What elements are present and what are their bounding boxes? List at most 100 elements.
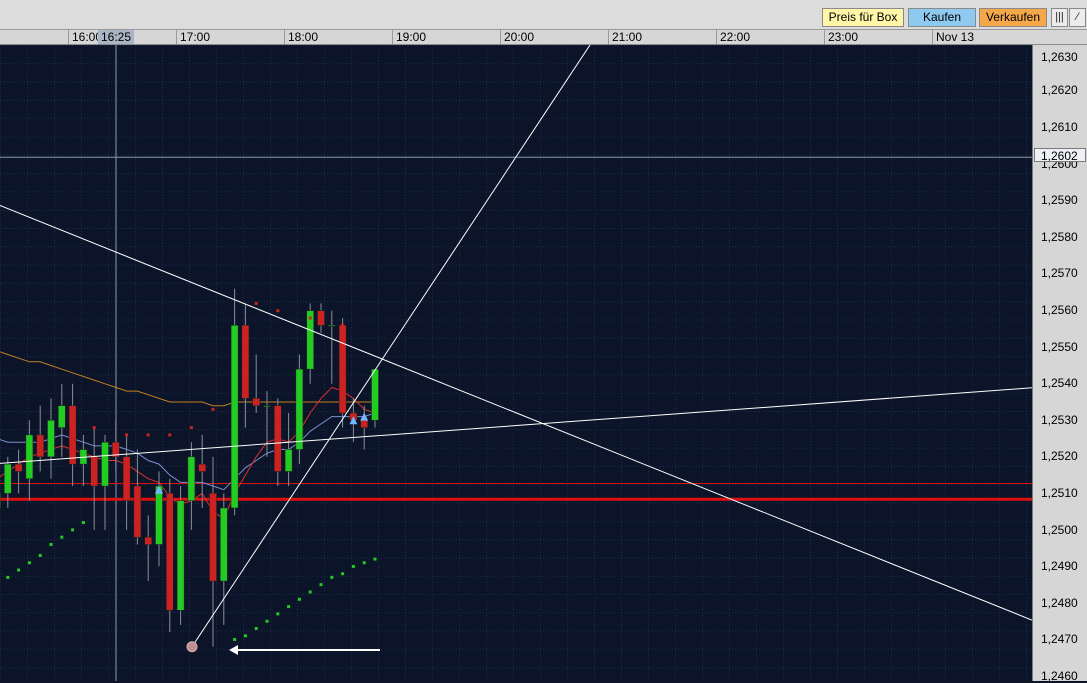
candle-body [328, 325, 336, 327]
candle-body [274, 405, 282, 472]
price-tick: 1,2620 [1041, 83, 1078, 97]
candle-body [295, 368, 304, 450]
psar-dot [341, 572, 345, 576]
candle-body [187, 456, 196, 501]
sell-button[interactable]: Verkaufen [979, 8, 1047, 27]
price-tick: 1,2480 [1041, 596, 1078, 610]
psar-dot [17, 568, 21, 572]
candle-body [263, 405, 271, 407]
price-tick: 1,2500 [1041, 523, 1078, 537]
candle-body [198, 463, 206, 472]
psar-dot [308, 590, 312, 594]
price-tick: 1,2580 [1041, 230, 1078, 244]
buy-signal-marker [349, 416, 358, 425]
psar-dot [38, 553, 42, 557]
candle-body [47, 420, 55, 458]
time-tick: 19:00 [392, 30, 426, 44]
candle-body [306, 310, 314, 370]
psar-dot-upper [211, 407, 215, 411]
price-axis[interactable]: 1,2630 1,2620 1,2610 1,2600 1,2590 1,258… [1032, 45, 1087, 683]
candle-body [58, 405, 66, 428]
psar-dot [297, 597, 301, 601]
psar-dot-upper [189, 426, 193, 430]
buy-signal-marker [360, 412, 369, 421]
candle-body [220, 507, 228, 582]
time-tick: 18:00 [284, 30, 318, 44]
psar-dot-upper [341, 323, 345, 327]
candle-body [252, 398, 260, 406]
time-tick: 22:00 [716, 30, 750, 44]
trend-line-ascending [191, 45, 591, 648]
candle-body [317, 310, 325, 326]
psar-dot [351, 564, 355, 568]
chart-background [0, 45, 1032, 681]
psar-dot-upper [254, 301, 258, 305]
candle-body [241, 325, 250, 399]
candle-body [360, 420, 368, 428]
time-tick: 21:00 [608, 30, 642, 44]
price-chart[interactable] [0, 45, 1032, 681]
draw-line-tool-icon[interactable]: ∕ [1069, 8, 1086, 27]
time-tick: Nov 13 [932, 30, 974, 44]
chart-toolbar: Preis für Box Kaufen Verkaufen ||| ∕ [0, 0, 1087, 30]
candle-body [338, 325, 347, 414]
candle-body [25, 434, 34, 479]
candle-body [101, 441, 109, 487]
candle-body [90, 456, 98, 487]
psar-dot-upper [146, 433, 150, 437]
price-tick: 1,2520 [1041, 449, 1078, 463]
candle-body [230, 325, 239, 509]
price-for-box-button[interactable]: Preis für Box [822, 8, 904, 27]
psar-dot [233, 637, 237, 641]
time-tick: 20:00 [500, 30, 534, 44]
trend-line-descending [0, 205, 1032, 621]
psar-dot [254, 627, 258, 631]
low-point-marker [186, 641, 198, 653]
cursor-price-label: 1,2602 [1034, 148, 1086, 163]
psar-dot [330, 575, 334, 579]
candle-body [36, 434, 44, 458]
candle-body [112, 441, 120, 458]
time-tick: 16:00 [68, 30, 102, 44]
buy-signal-marker [155, 485, 163, 494]
price-tick: 1,2470 [1041, 632, 1078, 646]
psar-dot [81, 521, 85, 525]
price-tick: 1,2490 [1041, 559, 1078, 573]
price-tick: 1,2590 [1041, 193, 1078, 207]
candlestick-tool-icon[interactable]: ||| [1051, 8, 1068, 27]
price-tick: 1,2540 [1041, 376, 1078, 390]
psar-dot-upper [92, 426, 96, 430]
candle-body [14, 463, 23, 472]
candle-body [209, 493, 217, 582]
moving-average-mid [0, 412, 376, 491]
psar-dot-upper [125, 433, 129, 437]
moving-average-short [0, 386, 376, 520]
price-tick: 1,2510 [1041, 486, 1078, 500]
price-tick: 1,2530 [1041, 413, 1078, 427]
time-axis: 16:00 17:00 18:00 19:00 20:00 21:00 22:0… [0, 30, 1087, 45]
price-tick: 1,2570 [1041, 266, 1078, 280]
candle-body [371, 368, 379, 421]
psar-dot [276, 612, 280, 616]
trend-line-flat [0, 387, 1032, 464]
candle-body [122, 456, 131, 501]
candle-body [133, 485, 142, 538]
price-tick: 1,2460 [1041, 669, 1078, 683]
candle-body [68, 405, 77, 465]
candle-body [0, 493, 1, 509]
psar-dot [71, 528, 75, 532]
cursor-time-label: 16:25 [98, 30, 134, 44]
price-tick: 1,2630 [1041, 50, 1078, 64]
psar-dot [362, 561, 366, 565]
candle-body [166, 493, 174, 611]
psar-dot [243, 634, 247, 638]
psar-dot-upper [168, 433, 172, 437]
price-tick: 1,2610 [1041, 120, 1078, 134]
psar-dot [373, 557, 377, 561]
buy-button[interactable]: Kaufen [908, 8, 976, 27]
price-tick: 1,2560 [1041, 303, 1078, 317]
psar-dot [27, 561, 31, 565]
psar-dot-upper [308, 316, 312, 320]
candle-body [284, 449, 293, 472]
psar-dot [6, 575, 10, 579]
